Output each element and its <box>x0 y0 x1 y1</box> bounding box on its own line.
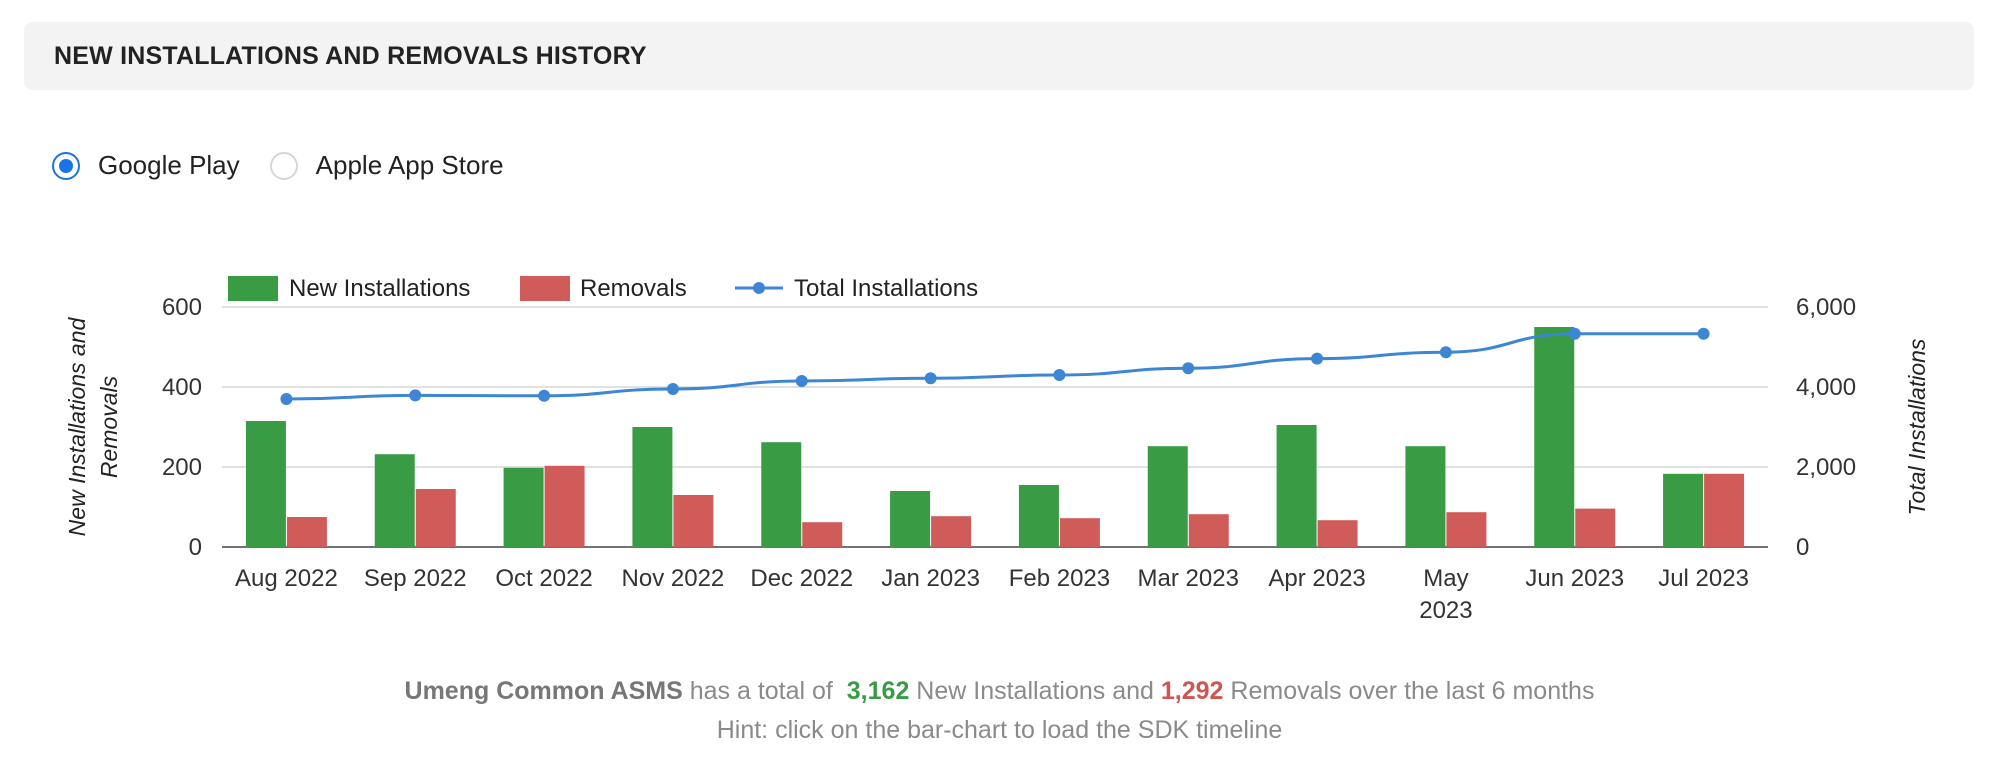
x-tick-label: May <box>1423 565 1468 592</box>
removals-bar[interactable] <box>544 465 585 547</box>
new-installations-bar[interactable] <box>1147 446 1188 547</box>
total-installations-line <box>286 332 1704 401</box>
removals-bar[interactable] <box>1704 473 1745 547</box>
removals-total: 1,292 <box>1160 677 1224 705</box>
legend-label-total-installations: Total Installations <box>794 275 978 302</box>
new-installations-bar[interactable] <box>245 421 286 547</box>
removals-bar[interactable] <box>802 522 843 547</box>
x-tick-label: Dec 2022 <box>750 565 853 592</box>
section-header: NEW INSTALLATIONS AND REMOVALS HISTORY <box>24 22 1974 90</box>
new-installations-bar[interactable] <box>890 491 931 547</box>
removals-bar[interactable] <box>1317 520 1358 547</box>
removals-bar[interactable] <box>1059 518 1100 547</box>
summary-text-2: New Installations and <box>916 677 1154 705</box>
legend-label-removals: Removals <box>580 275 687 302</box>
removals-bar[interactable] <box>286 517 327 547</box>
legend-marker-total-installations <box>753 282 765 294</box>
total-installations-point[interactable] <box>280 393 293 405</box>
new-installations-bar[interactable] <box>1276 425 1317 547</box>
y-right-tick-label: 2,000 <box>1796 454 1856 481</box>
total-installations-point[interactable] <box>538 389 551 402</box>
x-tick-label: Jul 2023 <box>1658 565 1749 592</box>
total-installations-point[interactable] <box>1053 369 1066 381</box>
section-title: NEW INSTALLATIONS AND REMOVALS HISTORY <box>54 41 647 70</box>
x-tick-label: Aug 2022 <box>235 565 338 592</box>
total-installations-point[interactable] <box>1439 346 1452 359</box>
removals-bar[interactable] <box>931 516 972 547</box>
app-name: Umeng Common ASMS <box>404 677 683 705</box>
radio-label-apple-app-store: Apple App Store <box>315 150 504 180</box>
total-installations-point[interactable] <box>1311 352 1324 365</box>
summary-text-1: has a total of <box>689 677 833 705</box>
x-tick-label: Nov 2022 <box>622 565 725 592</box>
x-tick-label: Mar 2023 <box>1138 565 1239 592</box>
legend-label-new-installations: New Installations <box>289 275 470 302</box>
x-tick-label: Jun 2023 <box>1525 565 1624 592</box>
new-installations-bar[interactable] <box>1405 446 1446 547</box>
new-installations-bar[interactable] <box>1663 473 1704 547</box>
removals-bar[interactable] <box>1446 512 1487 547</box>
x-tick-label: Sep 2022 <box>364 565 467 592</box>
radio-unselected-icon[interactable] <box>269 151 298 180</box>
y-left-tick-label: 600 <box>162 294 202 321</box>
y-left-tick-label: 0 <box>189 534 202 561</box>
y-left-tick-label: 400 <box>162 374 202 401</box>
total-installations-point[interactable] <box>1568 327 1581 340</box>
hint-text: Hint: click on the bar-chart to load the… <box>716 716 1283 744</box>
store-selector: Google Play Apple App Store <box>52 150 534 181</box>
y-left-tick-label: 200 <box>162 454 202 481</box>
x-tick-label: Jan 2023 <box>881 565 980 592</box>
new-installations-total: 3,162 <box>846 677 910 705</box>
removals-bar[interactable] <box>673 495 714 547</box>
radio-apple-app-store[interactable]: Apple App Store <box>269 150 504 181</box>
new-installations-bar[interactable] <box>1018 485 1059 547</box>
legend-swatch-new-installations <box>228 276 278 301</box>
x-tick-label: Apr 2023 <box>1268 565 1365 592</box>
total-installations-point[interactable] <box>409 389 422 402</box>
y-left-axis-title: New Installations and Removals <box>64 316 122 536</box>
summary-text-3: Removals over the last 6 months <box>1230 677 1595 705</box>
radio-google-play[interactable]: Google Play <box>52 150 240 181</box>
radio-label-google-play: Google Play <box>98 150 240 180</box>
new-installations-bar[interactable] <box>761 442 802 547</box>
installations-chart[interactable]: 0 0 200 2,000 400 4,000 600 6,000 New Installati… <box>0 255 1999 635</box>
y-right-axis-title: Total Installations <box>1904 338 1930 515</box>
x-tick-label: 2023 <box>1419 597 1472 624</box>
total-installations-point[interactable] <box>666 383 679 395</box>
new-installations-bar[interactable] <box>1534 327 1575 547</box>
summary-text: Umeng Common ASMS has a total of 3,162 N… <box>0 677 1999 706</box>
removals-bar[interactable] <box>415 489 456 547</box>
total-installations-point[interactable] <box>924 372 937 385</box>
new-installations-bar[interactable] <box>503 467 544 547</box>
radio-selected-icon[interactable] <box>52 151 80 180</box>
total-installations-point[interactable] <box>1182 362 1195 375</box>
total-installations-point[interactable] <box>795 375 808 387</box>
x-tick-label: Oct 2022 <box>495 565 592 592</box>
legend-swatch-removals <box>520 276 570 301</box>
y-right-tick-label: 4,000 <box>1796 374 1856 401</box>
removals-bar[interactable] <box>1188 514 1229 547</box>
x-tick-label: Feb 2023 <box>1009 565 1110 592</box>
total-installations-point[interactable] <box>1697 327 1710 340</box>
y-right-tick-label: 6,000 <box>1796 294 1856 321</box>
new-installations-bar[interactable] <box>374 454 415 547</box>
removals-bar[interactable] <box>1575 508 1616 547</box>
new-installations-bar[interactable] <box>632 427 673 547</box>
y-right-tick-label: 0 <box>1796 534 1809 561</box>
